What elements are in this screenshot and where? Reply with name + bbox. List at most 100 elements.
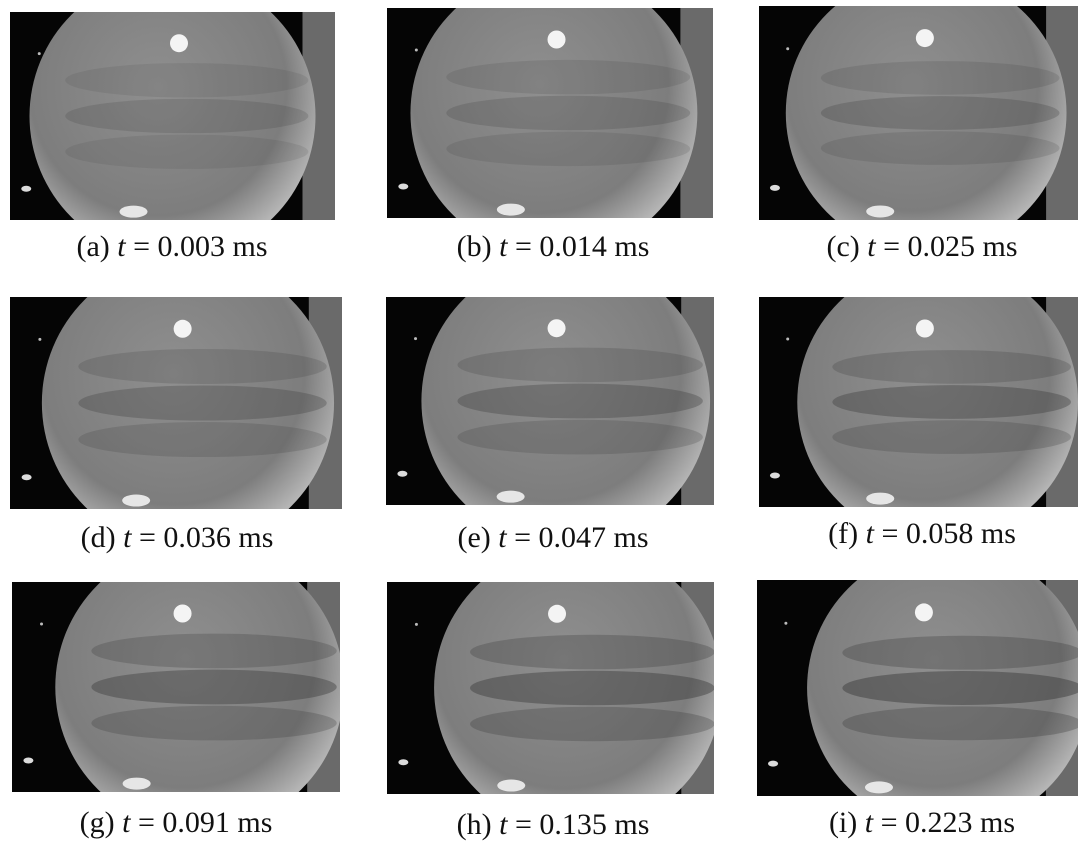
photo (10, 0, 335, 259)
dark-band (446, 132, 690, 166)
highlight-bottom (497, 491, 525, 503)
speck (398, 184, 408, 190)
highlight-top (170, 34, 188, 52)
caption-value: = 0.058 ms (881, 517, 1015, 550)
photo (757, 547, 1078, 829)
caption: (a) t = 0.003 ms (76, 230, 267, 263)
highlight-top (174, 320, 192, 338)
speck (397, 471, 407, 477)
highlight-top (915, 603, 933, 621)
dark-band (91, 706, 336, 741)
highlight-bottom (497, 204, 525, 216)
caption-value: = 0.135 ms (515, 808, 649, 841)
speck (784, 622, 787, 625)
caption-value: = 0.025 ms (883, 230, 1017, 263)
caption-space (860, 230, 868, 263)
speck (786, 47, 789, 50)
dark-band (842, 671, 1078, 705)
dark-band (842, 706, 1078, 740)
speck (414, 337, 417, 340)
highlight-bottom (120, 206, 148, 218)
speck (38, 52, 41, 55)
caption: (c) t = 0.025 ms (826, 230, 1017, 263)
dark-band (91, 634, 336, 669)
caption-label: (e) (457, 521, 490, 554)
photo (10, 257, 342, 549)
dark-band (65, 99, 308, 133)
caption: (h) t = 0.135 ms (457, 808, 650, 841)
highlight-bottom (865, 781, 893, 793)
caption-space (116, 521, 124, 554)
caption-space (492, 808, 500, 841)
caption-value: = 0.223 ms (881, 806, 1015, 839)
photo (759, 262, 1078, 543)
dark-band (78, 422, 326, 457)
caption: (i) t = 0.223 ms (829, 806, 1015, 839)
caption-label: (g) (80, 806, 115, 839)
caption-value: = 0.091 ms (138, 806, 272, 839)
caption-space (507, 521, 515, 554)
highlight-bottom (497, 780, 525, 792)
caption-space (110, 230, 118, 263)
caption-space (115, 806, 123, 839)
caption-value: = 0.047 ms (514, 521, 648, 554)
dark-band (78, 385, 326, 420)
highlight-top (174, 605, 192, 623)
dark-band (832, 420, 1071, 454)
caption-space (507, 230, 515, 263)
speck (398, 759, 408, 765)
dark-band (832, 350, 1071, 384)
speck (770, 185, 780, 191)
dark-band (446, 96, 690, 130)
caption-space (857, 806, 865, 839)
photo (759, 0, 1078, 253)
caption-space (858, 517, 866, 550)
speck (23, 758, 33, 764)
speck (22, 474, 32, 480)
speck (770, 473, 780, 479)
speck (415, 49, 418, 52)
caption-label: (i) (829, 806, 857, 839)
photo (12, 543, 344, 832)
dark-band (78, 349, 326, 384)
caption-value: = 0.036 ms (139, 521, 273, 554)
dark-band (458, 420, 703, 455)
caption-space (873, 806, 881, 839)
caption: (d) t = 0.036 ms (81, 521, 274, 554)
caption-value: = 0.014 ms (515, 230, 649, 263)
highlight-top (548, 319, 566, 337)
highlight-top (548, 605, 566, 623)
highlight-bottom (123, 778, 151, 790)
speck (21, 186, 31, 192)
caption-space (131, 521, 139, 554)
caption-space (507, 808, 515, 841)
dark-band (91, 670, 336, 705)
figure: (a) t = 0.003 ms(b) t = 0.014 ms(c) t = … (0, 0, 1078, 849)
caption-label: (d) (81, 521, 116, 554)
caption-space (491, 521, 499, 554)
caption: (f) t = 0.058 ms (828, 517, 1016, 550)
highlight-top (916, 320, 934, 338)
dark-band (65, 63, 308, 97)
dark-band (842, 636, 1078, 670)
dark-band (470, 707, 715, 742)
dark-band (470, 671, 715, 706)
caption-label: (f) (828, 517, 858, 550)
highlight-bottom (122, 495, 150, 507)
caption: (g) t = 0.091 ms (80, 806, 273, 839)
dark-band (458, 348, 703, 383)
caption-label: (h) (457, 808, 492, 841)
caption-space (492, 230, 500, 263)
caption: (e) t = 0.047 ms (457, 521, 648, 554)
dark-band (65, 135, 308, 169)
photo (387, 544, 722, 832)
caption-value: = 0.003 ms (133, 230, 267, 263)
dark-band (821, 96, 1060, 130)
dark-band (821, 131, 1060, 165)
caption-space (126, 230, 134, 263)
highlight-top (916, 29, 934, 47)
dark-band (470, 635, 715, 670)
highlight-top (548, 31, 566, 49)
highlight-bottom (866, 493, 894, 505)
speck (415, 623, 418, 626)
